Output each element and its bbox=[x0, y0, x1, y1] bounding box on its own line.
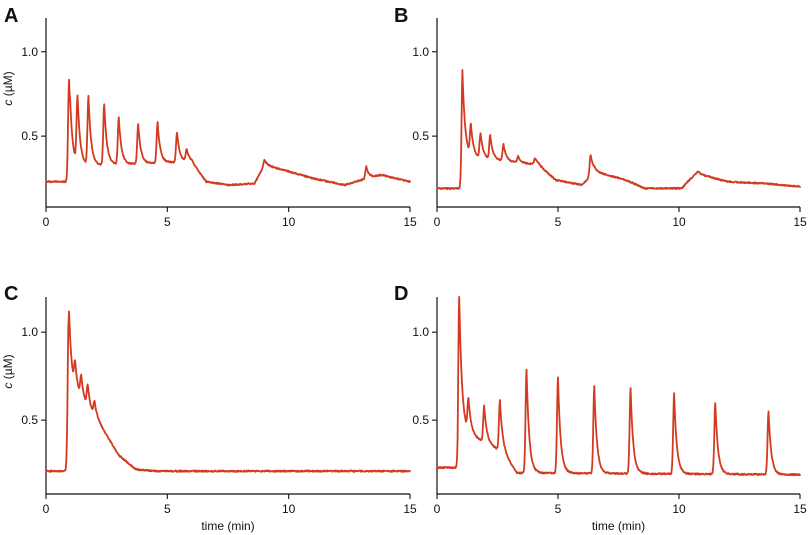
x-tick-label: 15 bbox=[793, 215, 807, 229]
y-tick-label: 0.5 bbox=[21, 413, 38, 427]
panel-letter: A bbox=[4, 5, 18, 27]
data-point bbox=[458, 296, 460, 298]
data-point bbox=[118, 116, 120, 118]
data-point bbox=[67, 324, 69, 326]
data-point bbox=[483, 405, 485, 407]
data-point bbox=[467, 401, 469, 403]
x-tick-label: 0 bbox=[434, 215, 441, 229]
data-point bbox=[673, 393, 675, 395]
y-axis-label: c (µM) bbox=[1, 354, 15, 388]
x-axis-label: time (min) bbox=[201, 519, 254, 533]
data-point bbox=[103, 103, 105, 105]
x-tick-label: 5 bbox=[555, 502, 562, 516]
series-line-b bbox=[436, 69, 801, 190]
x-axis-label: time (min) bbox=[592, 519, 645, 533]
y-tick-label: 1.0 bbox=[412, 325, 429, 339]
data-point bbox=[87, 386, 89, 388]
data-point bbox=[156, 121, 158, 123]
x-tick-label: 0 bbox=[43, 215, 50, 229]
x-tick-label: 15 bbox=[403, 215, 417, 229]
x-tick-label: 10 bbox=[672, 502, 686, 516]
data-point bbox=[74, 366, 76, 368]
y-tick-label: 1.0 bbox=[412, 45, 429, 59]
panel-letter: C bbox=[4, 283, 18, 305]
x-tick-label: 10 bbox=[282, 502, 296, 516]
data-point bbox=[697, 170, 699, 172]
data-point bbox=[557, 377, 559, 379]
data-point bbox=[489, 135, 491, 137]
x-tick-label: 5 bbox=[164, 502, 171, 516]
data-point bbox=[525, 368, 527, 370]
data-point bbox=[68, 79, 70, 81]
x-tick-label: 5 bbox=[555, 215, 562, 229]
data-point bbox=[534, 157, 536, 159]
data-point bbox=[714, 401, 716, 403]
data-point bbox=[263, 159, 265, 161]
data-point bbox=[767, 410, 769, 412]
data-point bbox=[593, 386, 595, 388]
panel-letter: B bbox=[394, 5, 408, 27]
panel-c: C 0 5 10 15 0.5 1.0 c (µM) time (min) bbox=[1, 283, 417, 533]
x-tick-label: 15 bbox=[793, 502, 807, 516]
y-tick-label: 0.5 bbox=[21, 129, 38, 143]
y-tick-label: 0.5 bbox=[412, 129, 429, 143]
y-axis-label: c (µM) bbox=[1, 71, 15, 105]
series-line-d bbox=[436, 295, 801, 477]
data-point bbox=[461, 69, 463, 71]
y-tick-label: 1.0 bbox=[21, 45, 38, 59]
data-point bbox=[502, 143, 504, 145]
data-point bbox=[499, 400, 501, 402]
data-point bbox=[87, 96, 89, 98]
data-point bbox=[470, 126, 472, 128]
data-point bbox=[589, 153, 591, 155]
data-point bbox=[76, 98, 78, 100]
panel-letter: D bbox=[394, 283, 408, 305]
panel-b: B 0 5 10 15 0.5 1.0 bbox=[394, 5, 807, 229]
data-point bbox=[80, 377, 82, 379]
panel-a: A 0 5 10 15 0.5 1.0 c (µM) bbox=[1, 5, 417, 229]
series-line-a bbox=[45, 78, 411, 187]
data-point bbox=[176, 132, 178, 134]
data-point bbox=[629, 387, 631, 389]
data-point bbox=[365, 165, 367, 167]
data-point bbox=[479, 133, 481, 135]
x-tick-label: 0 bbox=[434, 502, 441, 516]
data-point bbox=[186, 148, 188, 150]
series-line-c bbox=[45, 310, 411, 473]
y-tick-label: 1.0 bbox=[21, 325, 38, 339]
x-tick-label: 10 bbox=[672, 215, 686, 229]
data-point bbox=[93, 401, 95, 403]
data-point bbox=[517, 155, 519, 157]
panel-d: D 0 5 10 15 0.5 1.0 time (min) bbox=[394, 283, 807, 533]
data-point bbox=[137, 123, 139, 125]
x-tick-label: 15 bbox=[403, 502, 417, 516]
y-tick-label: 0.5 bbox=[412, 413, 429, 427]
x-tick-label: 0 bbox=[43, 502, 50, 516]
x-tick-label: 5 bbox=[164, 215, 171, 229]
x-tick-label: 10 bbox=[282, 215, 296, 229]
